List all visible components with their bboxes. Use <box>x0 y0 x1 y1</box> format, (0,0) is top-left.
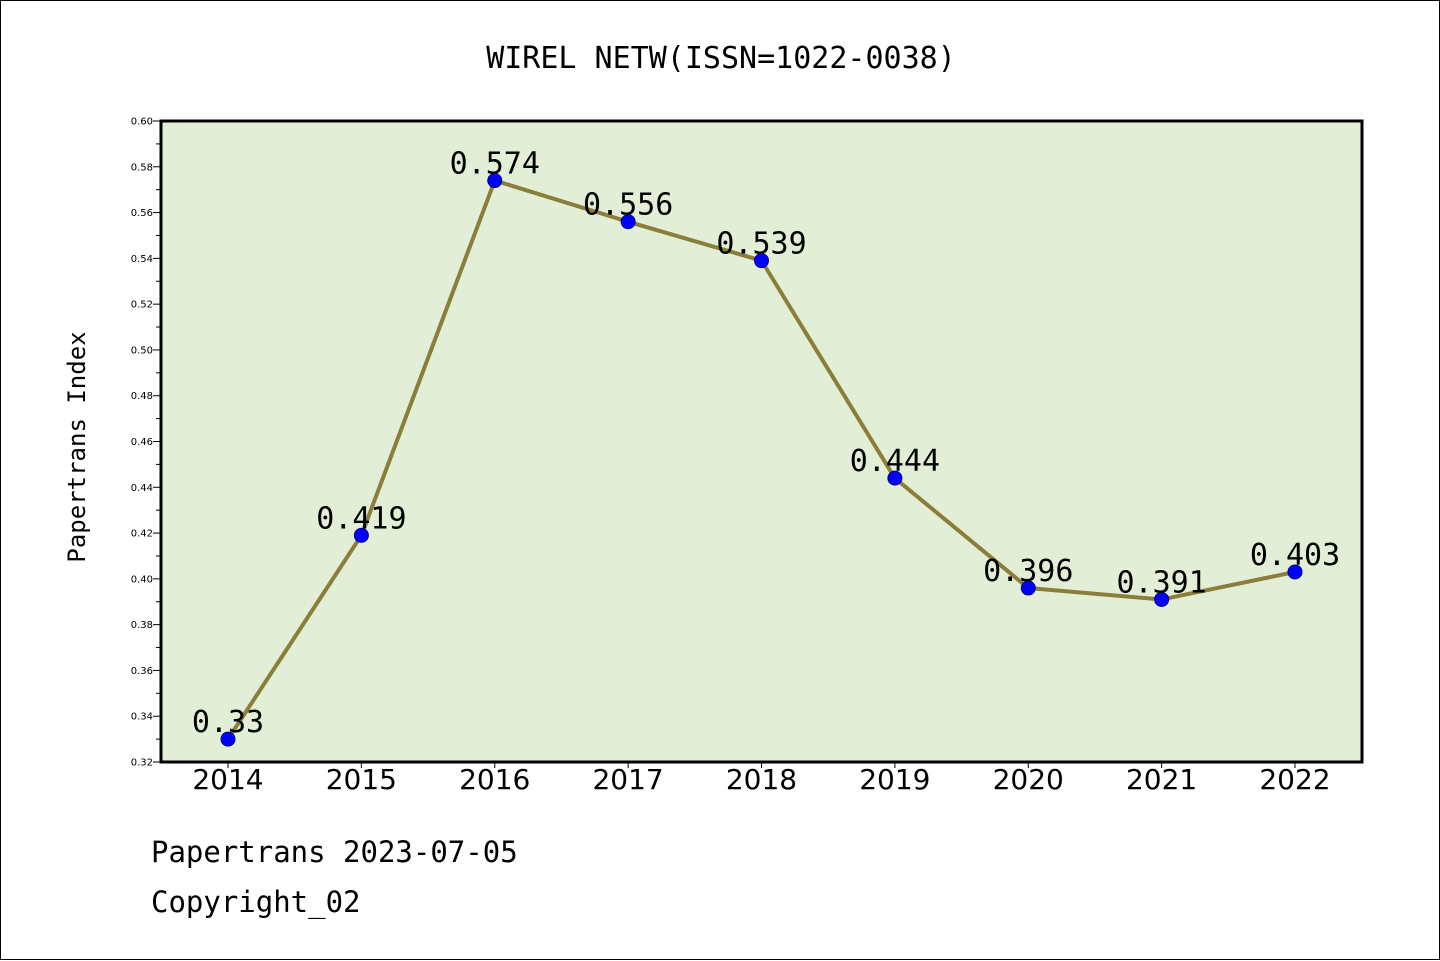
y-tick-label: 0.40 <box>131 574 153 585</box>
y-axis: 0.32 0.34 0.36 0.38 0.40 0.42 0.44 0.46 0.48 0.50… <box>131 117 161 769</box>
data-point <box>1020 580 1036 596</box>
y-tick-label: 0.32 <box>131 758 153 769</box>
y-tick-label: 0.48 <box>131 391 153 402</box>
data-label: 0.556 <box>583 188 673 223</box>
data-label: 0.539 <box>716 227 806 262</box>
y-tick-label: 0.56 <box>131 208 153 219</box>
footer-copyright: Copyright_02 <box>151 885 361 919</box>
data-point <box>754 253 769 269</box>
x-tick-label: 2020 <box>993 763 1064 796</box>
y-tick-label: 0.36 <box>131 666 153 677</box>
y-tick-label: 0.52 <box>131 300 153 311</box>
data-point <box>220 731 236 747</box>
y-tick-label: 0.44 <box>131 483 153 494</box>
data-label: 0.33 <box>192 705 264 740</box>
y-tick-label: 0.50 <box>131 345 153 356</box>
y-tick-label: 0.38 <box>131 620 153 631</box>
data-point <box>1154 591 1170 607</box>
plot-area <box>159 119 1364 764</box>
data-point <box>620 214 636 230</box>
series: 0.33 0.419 0.574 0.556 0.539 0.444 0.396 0.391 0… <box>192 147 1340 747</box>
x-tick-label: 2021 <box>1126 763 1197 796</box>
footer-date: Papertrans 2023-07-05 <box>151 835 518 869</box>
y-tick-label: 0.46 <box>131 437 153 448</box>
data-label: 0.574 <box>450 147 540 182</box>
x-tick-label: 2022 <box>1259 763 1330 796</box>
y-tick-label: 0.42 <box>131 529 153 540</box>
y-tick-label: 0.58 <box>131 162 153 173</box>
data-point <box>1287 564 1303 580</box>
y-tick-label: 0.34 <box>131 712 153 723</box>
x-axis: 2014 2015 2016 2017 2018 2019 2020 2021 2022 <box>192 762 1331 796</box>
data-label: 0.403 <box>1250 538 1340 573</box>
data-point <box>353 527 369 543</box>
y-tick-label: 0.60 <box>131 117 153 128</box>
x-tick-label: 2019 <box>859 763 930 796</box>
data-label: 0.396 <box>983 554 1073 589</box>
x-tick-label: 2018 <box>726 763 797 796</box>
data-point <box>487 173 503 189</box>
x-tick-label: 2015 <box>326 763 397 796</box>
x-tick-label: 2014 <box>192 763 263 796</box>
data-label: 0.444 <box>850 444 940 479</box>
y-axis-label: Papertrans Index <box>63 331 91 562</box>
chart-title: WIREL NETW(ISSN=1022-0038) <box>486 41 956 76</box>
data-label: 0.419 <box>316 501 406 536</box>
data-point <box>887 470 903 486</box>
y-tick-label: 0.54 <box>131 254 153 265</box>
x-tick-label: 2017 <box>592 763 663 796</box>
data-label: 0.391 <box>1116 565 1206 600</box>
x-tick-label: 2016 <box>459 763 530 796</box>
